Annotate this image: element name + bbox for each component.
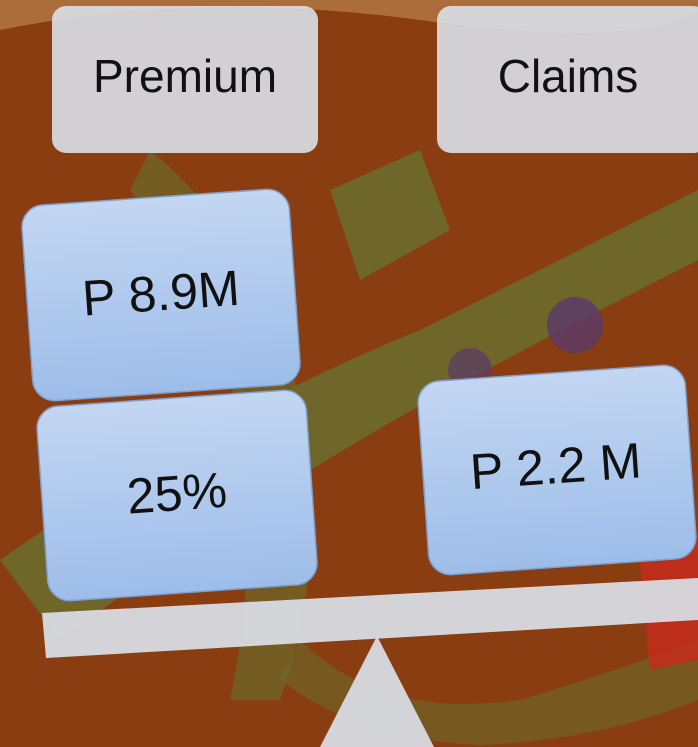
value-label: P 8.9M: [80, 260, 241, 327]
header-label: Premium: [93, 50, 277, 102]
header-label: Claims: [498, 50, 639, 102]
background-blot: [547, 297, 603, 353]
value-label: P 2.2 M: [468, 432, 643, 500]
value-card: P 2.2 M: [417, 364, 698, 576]
value-card: P 8.9M: [20, 188, 301, 402]
value-label: 25%: [125, 462, 229, 525]
value-card: 25%: [36, 389, 319, 602]
page: Premium Claims P 8.9M 25% P 2.2 M (() =>…: [0, 0, 698, 747]
diagram: Premium Claims P 8.9M 25% P 2.2 M: [0, 0, 698, 747]
